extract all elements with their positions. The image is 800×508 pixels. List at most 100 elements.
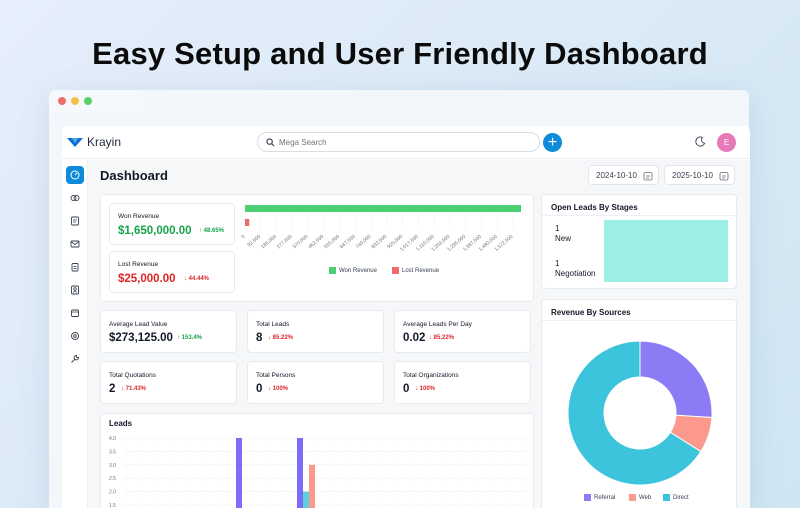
revenue-bar-chart: 0 92,500185,000277,500370,000462,500555,0…	[241, 203, 521, 253]
stat-card-total-persons: Total Persons 0 ↓ 100%	[247, 361, 384, 404]
stat-change: ↓ 85.22%	[429, 335, 455, 341]
leads-icon	[70, 195, 80, 201]
donut-slice-referral[interactable]	[639, 340, 713, 419]
legend-direct: Direct	[663, 494, 689, 501]
x-tick-label: 740,000	[355, 234, 373, 250]
stage-bar-negotiation	[604, 251, 728, 282]
stat-label: Average Leads Per Day	[403, 321, 472, 328]
stat-change: ↓ 85.22%	[268, 335, 294, 341]
stat-card-average-lead-value: Average Lead Value $273,125.00 ↑ 153.4%	[100, 310, 237, 353]
leads-card: Leads 4.0 3.5 3.0 2.5 2.0 1.5	[100, 413, 534, 508]
y-tick-label: 2.5	[109, 476, 116, 482]
start-date: 2024-10-10	[596, 170, 637, 180]
maximize-dot[interactable]	[84, 97, 92, 105]
leads-bar	[309, 464, 315, 508]
x-tick-label: 277,500	[276, 234, 294, 250]
referral-swatch	[584, 494, 591, 501]
calendar-icon	[643, 172, 653, 181]
quick-create-button[interactable]: +	[543, 133, 562, 152]
stat-value: $273,125.00	[109, 332, 173, 344]
sidebar-item-activities[interactable]	[66, 258, 84, 276]
x-tick-label: 555,000	[323, 234, 341, 250]
calendar-icon	[719, 172, 729, 181]
stage-name: Negotiation	[555, 269, 596, 278]
won-swatch	[329, 267, 336, 274]
gear-icon	[71, 332, 79, 340]
contact-icon	[71, 285, 79, 295]
stat-change: ↓ 100%	[415, 386, 436, 392]
sidebar-item-products[interactable]	[66, 304, 84, 322]
mail-icon	[70, 240, 80, 248]
stage-label-negotiation: 1 Negotiation	[555, 259, 595, 279]
legend-referral-label: Referral	[594, 494, 616, 501]
donut-slice-direct[interactable]	[567, 340, 702, 486]
stat-change: ↓ 71.43%	[121, 386, 147, 392]
end-date-picker[interactable]: 2025-10-10	[664, 165, 735, 185]
wrench-icon	[71, 355, 79, 363]
sidebar-item-mail[interactable]	[66, 235, 84, 253]
dashboard-icon	[70, 170, 80, 180]
revenue-sources-title: Revenue By Sources	[551, 308, 631, 317]
y-tick-label: 3.0	[109, 463, 116, 469]
legend-won-label: Won Revenue	[339, 267, 377, 274]
stat-label: Total Persons	[256, 372, 296, 379]
legend-web: Web	[629, 494, 651, 501]
legend-direct-label: Direct	[673, 494, 689, 501]
page-title: Dashboard	[100, 168, 168, 183]
stat-label: Total Quotations	[109, 372, 156, 379]
minimize-dot[interactable]	[71, 97, 79, 105]
legend-web-label: Web	[639, 494, 652, 501]
legend-won: Won Revenue	[329, 267, 377, 274]
open-leads-card: Open Leads By Stages 1 New 1 Negotiation	[541, 194, 738, 289]
search-icon	[266, 137, 275, 146]
open-leads-title: Open Leads By Stages	[551, 203, 638, 212]
won-revenue-box: Won Revenue $1,650,000.00 ↑ 48.65%	[109, 203, 235, 245]
stage-count: 1	[555, 259, 560, 268]
end-date: 2025-10-10	[672, 170, 713, 180]
search-box[interactable]	[257, 132, 540, 152]
x-tick-label: 0	[241, 234, 246, 241]
lost-revenue-box: Lost Revenue $25,000.00 ↓ 44.44%	[109, 251, 235, 293]
sidebar-item-configuration[interactable]	[66, 350, 84, 368]
won-revenue-label: Won Revenue	[118, 213, 160, 220]
stage-bar-new	[604, 220, 728, 251]
logo[interactable]: Krayin	[67, 135, 121, 149]
y-tick-label: 3.5	[109, 449, 116, 455]
browser-tab	[49, 90, 144, 112]
lost-revenue-label: Lost Revenue	[118, 261, 159, 268]
won-revenue-change: ↑ 48.65%	[199, 228, 225, 234]
revenue-sources-donut	[567, 340, 713, 486]
revenue-sources-card: Revenue By Sources Referral Web Direct	[541, 299, 738, 508]
legend-lost: Lost Revenue	[392, 267, 439, 274]
sidebar-item-leads[interactable]	[66, 189, 84, 207]
main-content: Dashboard 2024-10-10 2025-10-10 Won Reve…	[88, 160, 750, 508]
stat-card-average-leads-per-day: Average Leads Per Day 0.02 ↓ 85.22%	[394, 310, 531, 353]
plus-icon: +	[547, 133, 558, 151]
box-icon	[71, 309, 79, 317]
stat-change: ↓ 100%	[268, 386, 289, 392]
stage-name: New	[555, 234, 572, 243]
start-date-picker[interactable]: 2024-10-10	[588, 165, 659, 185]
sidebar-item-dashboard[interactable]	[66, 166, 84, 184]
moon-icon[interactable]	[695, 136, 706, 147]
stat-value: 0	[403, 383, 410, 395]
krayin-logo-icon	[67, 138, 83, 147]
legend-lost-label: Lost Revenue	[402, 267, 440, 274]
y-tick-label: 2.0	[109, 490, 116, 496]
stat-label: Average Lead Value	[109, 321, 168, 328]
stat-value: 0.02	[403, 332, 426, 344]
close-dot[interactable]	[58, 97, 66, 105]
search-input[interactable]	[279, 137, 519, 147]
headline: Easy Setup and User Friendly Dashboard	[92, 36, 708, 71]
y-tick-label: 1.5	[109, 503, 116, 508]
stat-value: 2	[109, 383, 116, 395]
y-tick-label: 4.0	[109, 436, 116, 442]
stat-card-total-leads: Total Leads 8 ↓ 85.22%	[247, 310, 384, 353]
sidebar-item-settings[interactable]	[66, 327, 84, 345]
web-swatch	[629, 494, 636, 501]
x-tick-label: 832,500	[371, 234, 389, 250]
sidebar-item-quotes[interactable]	[66, 212, 84, 230]
topbar: Krayin + E	[62, 126, 750, 159]
avatar[interactable]: E	[717, 133, 736, 152]
sidebar-item-contacts[interactable]	[66, 281, 84, 299]
